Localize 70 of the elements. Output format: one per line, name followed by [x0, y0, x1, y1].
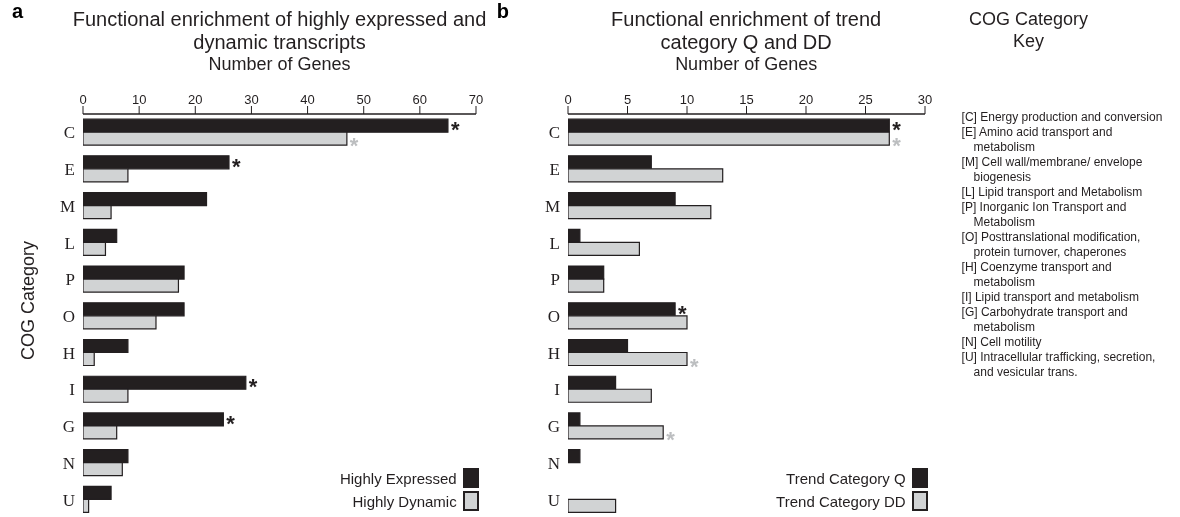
text: [H] Coenzyme transport and metabolism — [961, 260, 1113, 290]
x-tick-label: 0 — [564, 92, 572, 107]
text: COG Category Key — [968, 8, 1090, 52]
y-tick-label: C — [548, 123, 560, 143]
x-tick-label: 10 — [679, 92, 694, 107]
x-tick-label: 25 — [857, 92, 873, 107]
y-tick-label: M — [544, 196, 560, 216]
annotation: * — [665, 426, 675, 452]
annotation: * — [226, 410, 236, 436]
text: [G] Carbohydrate transport and metabolism — [961, 305, 1129, 335]
x-tick-label: 30 — [244, 92, 259, 107]
y-tick-label: H — [547, 343, 560, 363]
y-tick-label: U — [62, 490, 75, 510]
annotation: * — [349, 133, 359, 159]
text: [O] Posttranslational modification, protein turnover, chaperones — [961, 230, 1142, 260]
y-tick-label: G — [62, 417, 75, 437]
y-tick-label: L — [549, 233, 560, 253]
text: [P] Inorganic Ion Transport and Metabolism — [961, 200, 1128, 230]
text: [M] Cell wall/membrane/ envelope biogenesis — [961, 155, 1144, 185]
text: [L] Lipid transport and Metabolism — [961, 185, 1144, 200]
annotation: * — [677, 300, 687, 326]
text: b — [496, 0, 509, 23]
y-tick-label: N — [547, 453, 560, 473]
x-tick-label: 20 — [188, 92, 203, 107]
legend-label: Trend Category Q — [786, 469, 906, 487]
annotation: * — [689, 353, 699, 379]
legend-label: Highly Expressed — [339, 469, 457, 487]
text: a — [12, 0, 24, 23]
y-tick-label: M — [59, 196, 75, 216]
y-axis-title: COG Category — [17, 240, 39, 361]
chart-title: Functional enrichment of trend category Q and DD — [610, 8, 883, 54]
y-tick-label: E — [549, 160, 560, 180]
y-tick-label: L — [64, 233, 75, 253]
y-tick-label: U — [547, 490, 560, 510]
x-tick-label: 50 — [356, 92, 371, 107]
x-axis-title: Number of Genes — [674, 54, 819, 75]
y-tick-label: G — [547, 417, 560, 437]
y-tick-label: I — [69, 380, 76, 400]
x-axis-title: Number of Genes — [207, 54, 352, 75]
x-tick-label: 20 — [798, 92, 813, 107]
y-tick-label: H — [62, 343, 75, 363]
y-tick-label: E — [64, 160, 75, 180]
x-tick-label: 60 — [412, 92, 428, 107]
annotation: * — [231, 153, 241, 179]
bar — [567, 449, 581, 464]
text: [C] Energy production and conversion — [961, 110, 1164, 125]
x-tick-label: 10 — [131, 92, 147, 107]
x-tick-label: 5 — [623, 92, 631, 107]
y-tick-label: P — [550, 270, 560, 290]
legend-label: Trend Category DD — [776, 492, 906, 510]
text: [E] Amino acid transport and metabolism — [961, 125, 1114, 155]
x-tick-label: 40 — [300, 92, 315, 107]
y-tick-label: P — [65, 270, 75, 290]
chart-title: Functional enrichment of highly expressed and dynamic transcripts — [71, 8, 488, 54]
x-tick-label: 0 — [79, 92, 87, 107]
y-tick-label: I — [554, 380, 560, 400]
y-tick-label: C — [63, 123, 75, 143]
x-tick-label: 70 — [468, 92, 484, 107]
x-tick-label: 15 — [738, 92, 754, 107]
text: [I] Lipid transport and metabolism — [961, 290, 1140, 305]
y-tick-label: O — [547, 307, 560, 327]
annotation: * — [450, 117, 460, 143]
annotation: * — [248, 374, 258, 400]
y-tick-label: N — [62, 453, 75, 473]
legend-label: Highly Dynamic — [352, 492, 457, 510]
y-tick-label: O — [62, 307, 75, 327]
text: [N] Cell motility — [961, 335, 1043, 350]
bar — [567, 498, 616, 514]
x-tick-label: 30 — [917, 92, 932, 107]
text: [U] Intracellular trafficking, secretion, and vesicular trans. — [961, 350, 1157, 380]
